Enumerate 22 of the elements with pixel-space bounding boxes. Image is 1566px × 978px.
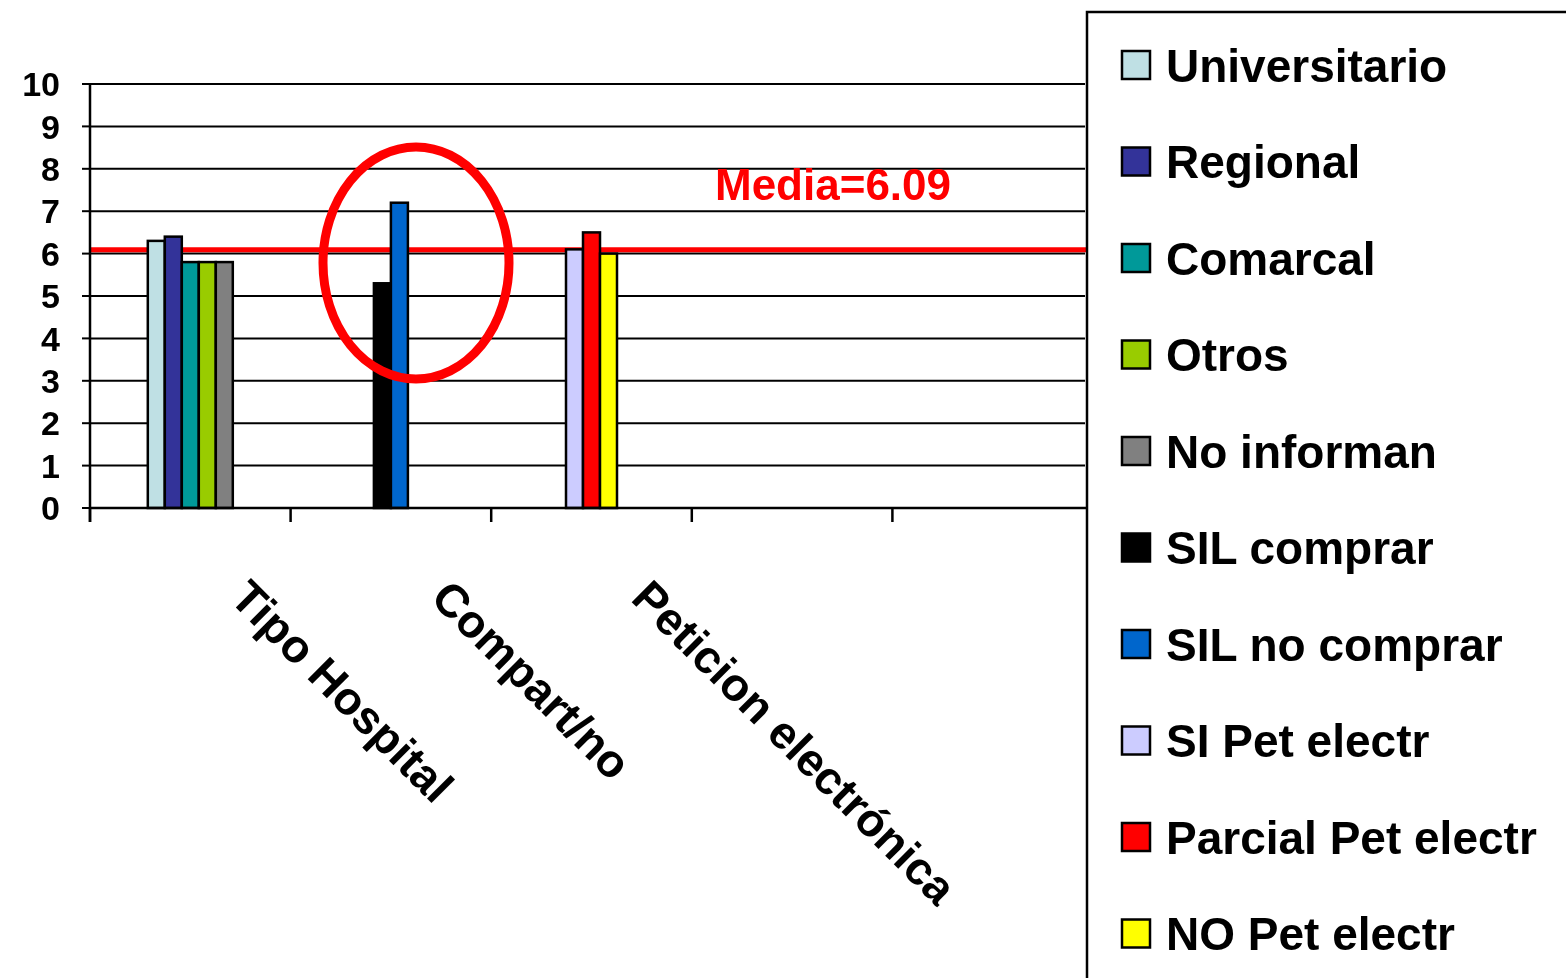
y-tick-label: 8 [41,150,60,189]
y-tick-label: 3 [41,362,60,401]
ref-line-label: Media=6.09 [714,159,952,209]
y-tick-label: 1 [41,446,60,485]
y-tick-label: 9 [41,107,60,146]
y-tick-label: 4 [41,319,61,358]
legend-label: SIL no comprar [1166,618,1503,671]
legend-label: Regional [1166,136,1361,189]
legend-label: Parcial Pet electr [1166,811,1537,864]
legend-label: Universitario [1166,39,1448,92]
legend-label: Comarcal [1166,232,1376,285]
y-tick-label: 2 [41,404,60,443]
y-tick-label: 0 [41,489,60,528]
y-tick-label: 5 [41,277,60,316]
legend-label: No informan [1166,425,1437,478]
y-tick-label: 7 [41,192,60,231]
y-tick-label: 6 [41,234,60,273]
y-tick-label: 10 [22,65,60,104]
legend-label: SI Pet electr [1166,715,1430,768]
legend-label: SIL comprar [1166,522,1434,575]
legend-label: NO Pet electr [1166,908,1455,961]
legend-label: Otros [1166,329,1289,382]
